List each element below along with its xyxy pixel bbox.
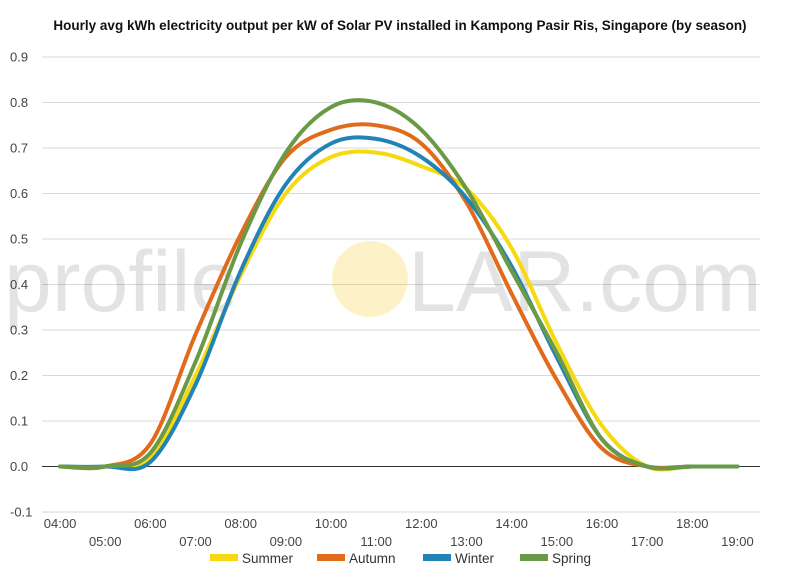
legend-swatch-winter xyxy=(423,554,451,561)
y-axis-ticks: 0.9 0.8 0.7 0.6 0.5 0.4 0.3 0.2 0.1 0.0 -0.1 xyxy=(10,50,32,520)
legend-label: Autumn xyxy=(349,551,396,566)
x-tick-label: 19:00 xyxy=(721,534,754,549)
legend-swatch-spring xyxy=(520,554,548,561)
y-tick-label: 0.5 xyxy=(10,232,28,247)
chart-title: Hourly avg kWh electricity output per kW… xyxy=(53,18,747,33)
x-tick-label: 11:00 xyxy=(360,534,392,549)
legend-label: Summer xyxy=(242,551,294,566)
watermark-sun-icon xyxy=(332,241,408,317)
series-lines xyxy=(58,98,740,472)
x-tick-label: 12:00 xyxy=(405,516,438,531)
y-tick-label: 0.7 xyxy=(10,141,28,156)
x-tick-label: 16:00 xyxy=(586,516,619,531)
x-tick-label: 05:00 xyxy=(89,534,122,549)
y-tick-label: 0.0 xyxy=(10,459,28,474)
series-line-spring xyxy=(58,98,740,471)
y-tick-label: 0.6 xyxy=(10,186,28,201)
y-tick-label: 0.2 xyxy=(10,368,28,383)
series-line-summer xyxy=(58,149,740,472)
legend-label: Winter xyxy=(455,551,495,566)
x-tick-label: 09:00 xyxy=(270,534,303,549)
watermark-text-right: LAR.com xyxy=(408,234,762,330)
legend-swatch-summer xyxy=(210,554,238,561)
x-tick-label: 13:00 xyxy=(450,534,483,549)
y-tick-label: -0.1 xyxy=(10,505,32,520)
x-axis-ticks: 04:00 06:00 08:00 10:00 12:00 14:00 16:00 18:00… xyxy=(44,516,754,549)
x-tick-label: 15:00 xyxy=(541,534,574,549)
legend-label: Spring xyxy=(552,551,591,566)
x-tick-label: 08:00 xyxy=(224,516,257,531)
legend: Summer Autumn Winter Spring xyxy=(210,551,591,566)
x-tick-label: 04:00 xyxy=(44,516,77,531)
legend-swatch-autumn xyxy=(317,554,345,561)
y-tick-label: 0.4 xyxy=(10,277,28,292)
x-tick-label: 18:00 xyxy=(676,516,709,531)
y-tick-label: 0.1 xyxy=(10,414,28,429)
y-tick-label: 0.8 xyxy=(10,95,28,110)
y-tick-label: 0.9 xyxy=(10,50,28,65)
watermark-text-left: profile xyxy=(4,234,238,330)
watermark: profile LAR.com xyxy=(4,234,762,330)
x-tick-label: 17:00 xyxy=(631,534,664,549)
x-tick-label: 06:00 xyxy=(134,516,167,531)
x-tick-label: 10:00 xyxy=(315,516,348,531)
x-tick-label: 07:00 xyxy=(179,534,212,549)
series-line-autumn xyxy=(58,122,740,471)
y-tick-label: 0.3 xyxy=(10,323,28,338)
x-tick-label: 14:00 xyxy=(495,516,528,531)
